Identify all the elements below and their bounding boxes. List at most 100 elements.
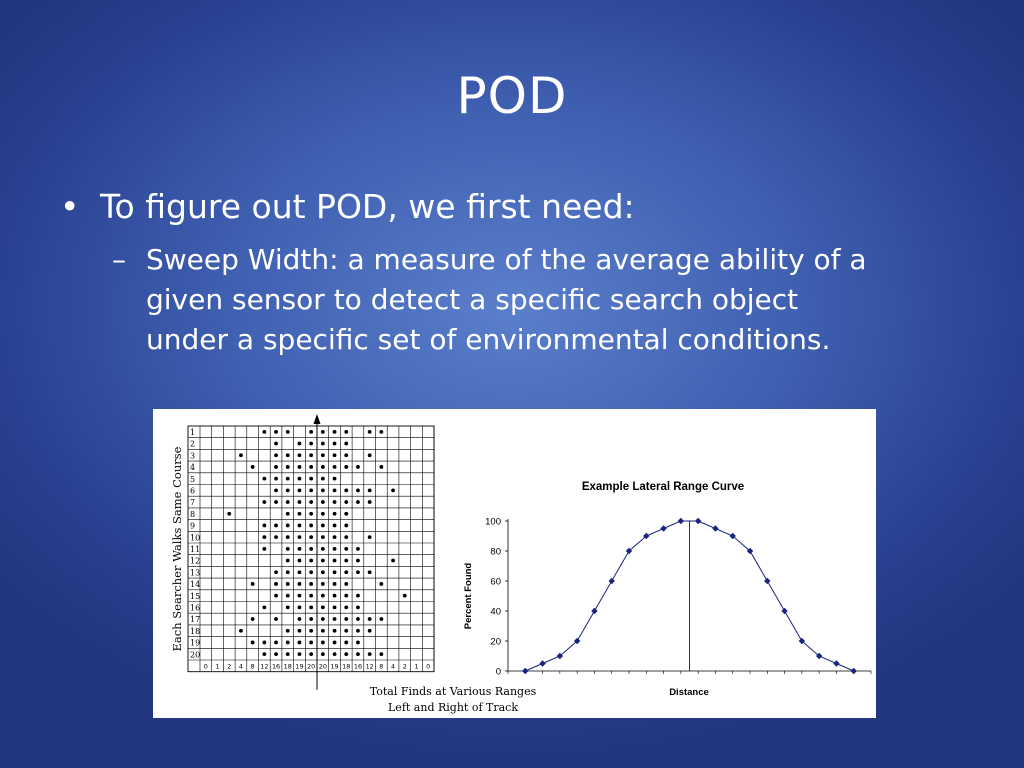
find-dot bbox=[320, 429, 325, 434]
find-dot bbox=[309, 476, 314, 481]
find-dot bbox=[250, 617, 255, 621]
find-dot bbox=[344, 558, 349, 563]
grid-row-label: 15 bbox=[190, 592, 200, 601]
find-dot bbox=[379, 465, 384, 469]
grid-caption-line1: Total Finds at Various Ranges bbox=[369, 685, 537, 698]
find-dot bbox=[262, 652, 267, 657]
data-point bbox=[833, 660, 840, 667]
find-dot bbox=[367, 628, 372, 633]
grid-row-label: 12 bbox=[190, 557, 200, 566]
find-dot bbox=[367, 570, 372, 575]
grid-column-total: 8 bbox=[251, 663, 255, 671]
find-dot bbox=[297, 511, 302, 516]
grid-row-label: 17 bbox=[190, 615, 200, 624]
y-tick-label: 80 bbox=[490, 547, 501, 558]
grid-row-label: 10 bbox=[190, 533, 200, 542]
grid-column-total: 12 bbox=[260, 663, 268, 671]
grid-column-total: 20 bbox=[319, 663, 327, 671]
grid-row-label: 8 bbox=[190, 510, 195, 519]
find-dot bbox=[332, 535, 337, 540]
find-dot bbox=[332, 617, 337, 621]
find-dot bbox=[320, 617, 325, 621]
grid-column-total: 18 bbox=[342, 663, 350, 671]
find-dot bbox=[285, 453, 290, 458]
find-dot bbox=[285, 488, 290, 493]
bullet-dot: • bbox=[60, 187, 80, 226]
grid-y-label: Each Searcher Walks Same Course bbox=[170, 446, 184, 652]
find-dot bbox=[391, 488, 395, 493]
grid-row-label: 6 bbox=[190, 487, 195, 496]
grid-row-label: 9 bbox=[190, 522, 195, 531]
find-dot bbox=[320, 605, 325, 610]
find-dot bbox=[297, 570, 302, 575]
find-dot bbox=[297, 628, 302, 633]
y-tick-label: 20 bbox=[490, 637, 501, 648]
find-dot bbox=[344, 570, 349, 575]
find-dot bbox=[309, 640, 314, 645]
find-dot bbox=[297, 546, 302, 551]
data-point bbox=[608, 577, 615, 585]
grid-caption-line2: Left and Right of Track bbox=[388, 701, 518, 714]
find-dot bbox=[274, 593, 278, 598]
find-dot bbox=[285, 546, 290, 551]
find-dot bbox=[379, 582, 384, 586]
find-dot bbox=[274, 429, 278, 434]
find-dot bbox=[320, 546, 325, 551]
find-dot bbox=[297, 500, 302, 504]
figure-panel: 1 2 3 4 5 6 7 8 9 10 11 12 13 14 15 16 17 18 19 20 0 1 2 4 8 12 16… bbox=[153, 409, 876, 718]
find-dot bbox=[274, 640, 278, 645]
find-dot bbox=[356, 605, 360, 610]
y-tick-label: 0 bbox=[496, 667, 501, 678]
find-dot bbox=[332, 546, 337, 551]
find-dot bbox=[262, 546, 267, 551]
find-dot bbox=[250, 640, 255, 645]
find-dot bbox=[332, 652, 337, 657]
find-dot bbox=[332, 441, 337, 446]
find-dot bbox=[309, 570, 314, 575]
find-dot bbox=[297, 558, 302, 563]
find-dot bbox=[274, 617, 278, 621]
find-dot bbox=[274, 488, 278, 493]
find-dot bbox=[309, 429, 314, 434]
find-dot bbox=[344, 617, 349, 621]
find-dot bbox=[297, 617, 302, 621]
grid-column-total: 12 bbox=[366, 663, 374, 671]
find-dot bbox=[297, 523, 302, 528]
find-dot bbox=[285, 500, 290, 504]
find-dot bbox=[274, 523, 278, 528]
find-dot bbox=[227, 511, 232, 516]
data-point bbox=[815, 652, 823, 660]
grid-column-total: 4 bbox=[239, 663, 243, 671]
data-point bbox=[798, 637, 806, 645]
grid-row-label: 4 bbox=[190, 463, 195, 472]
data-point bbox=[781, 607, 788, 615]
find-dot bbox=[356, 628, 360, 633]
data-point bbox=[643, 532, 650, 540]
find-dot bbox=[356, 558, 360, 563]
find-dot bbox=[262, 523, 267, 528]
find-dot bbox=[332, 453, 337, 458]
main-bullet-text: To figure out POD, we first need: bbox=[100, 187, 635, 226]
find-dot bbox=[391, 558, 395, 563]
data-point bbox=[677, 517, 685, 525]
find-dot bbox=[379, 652, 384, 657]
find-dot bbox=[285, 605, 290, 610]
find-dot bbox=[262, 429, 267, 434]
y-tick-label: 60 bbox=[490, 577, 501, 588]
find-dot bbox=[332, 605, 337, 610]
find-dot bbox=[344, 523, 349, 528]
find-dot bbox=[239, 453, 243, 458]
find-dot bbox=[356, 570, 360, 575]
find-dot bbox=[320, 652, 325, 657]
find-dot bbox=[344, 640, 349, 645]
grid-column-total: 8 bbox=[379, 663, 383, 671]
grid-column-total: 20 bbox=[307, 663, 315, 671]
find-dot bbox=[367, 500, 372, 504]
find-dot bbox=[344, 535, 349, 540]
find-dot bbox=[274, 465, 278, 469]
find-dot bbox=[309, 546, 314, 551]
find-dot bbox=[320, 441, 325, 446]
find-dot bbox=[297, 593, 302, 598]
find-dot bbox=[320, 500, 325, 504]
